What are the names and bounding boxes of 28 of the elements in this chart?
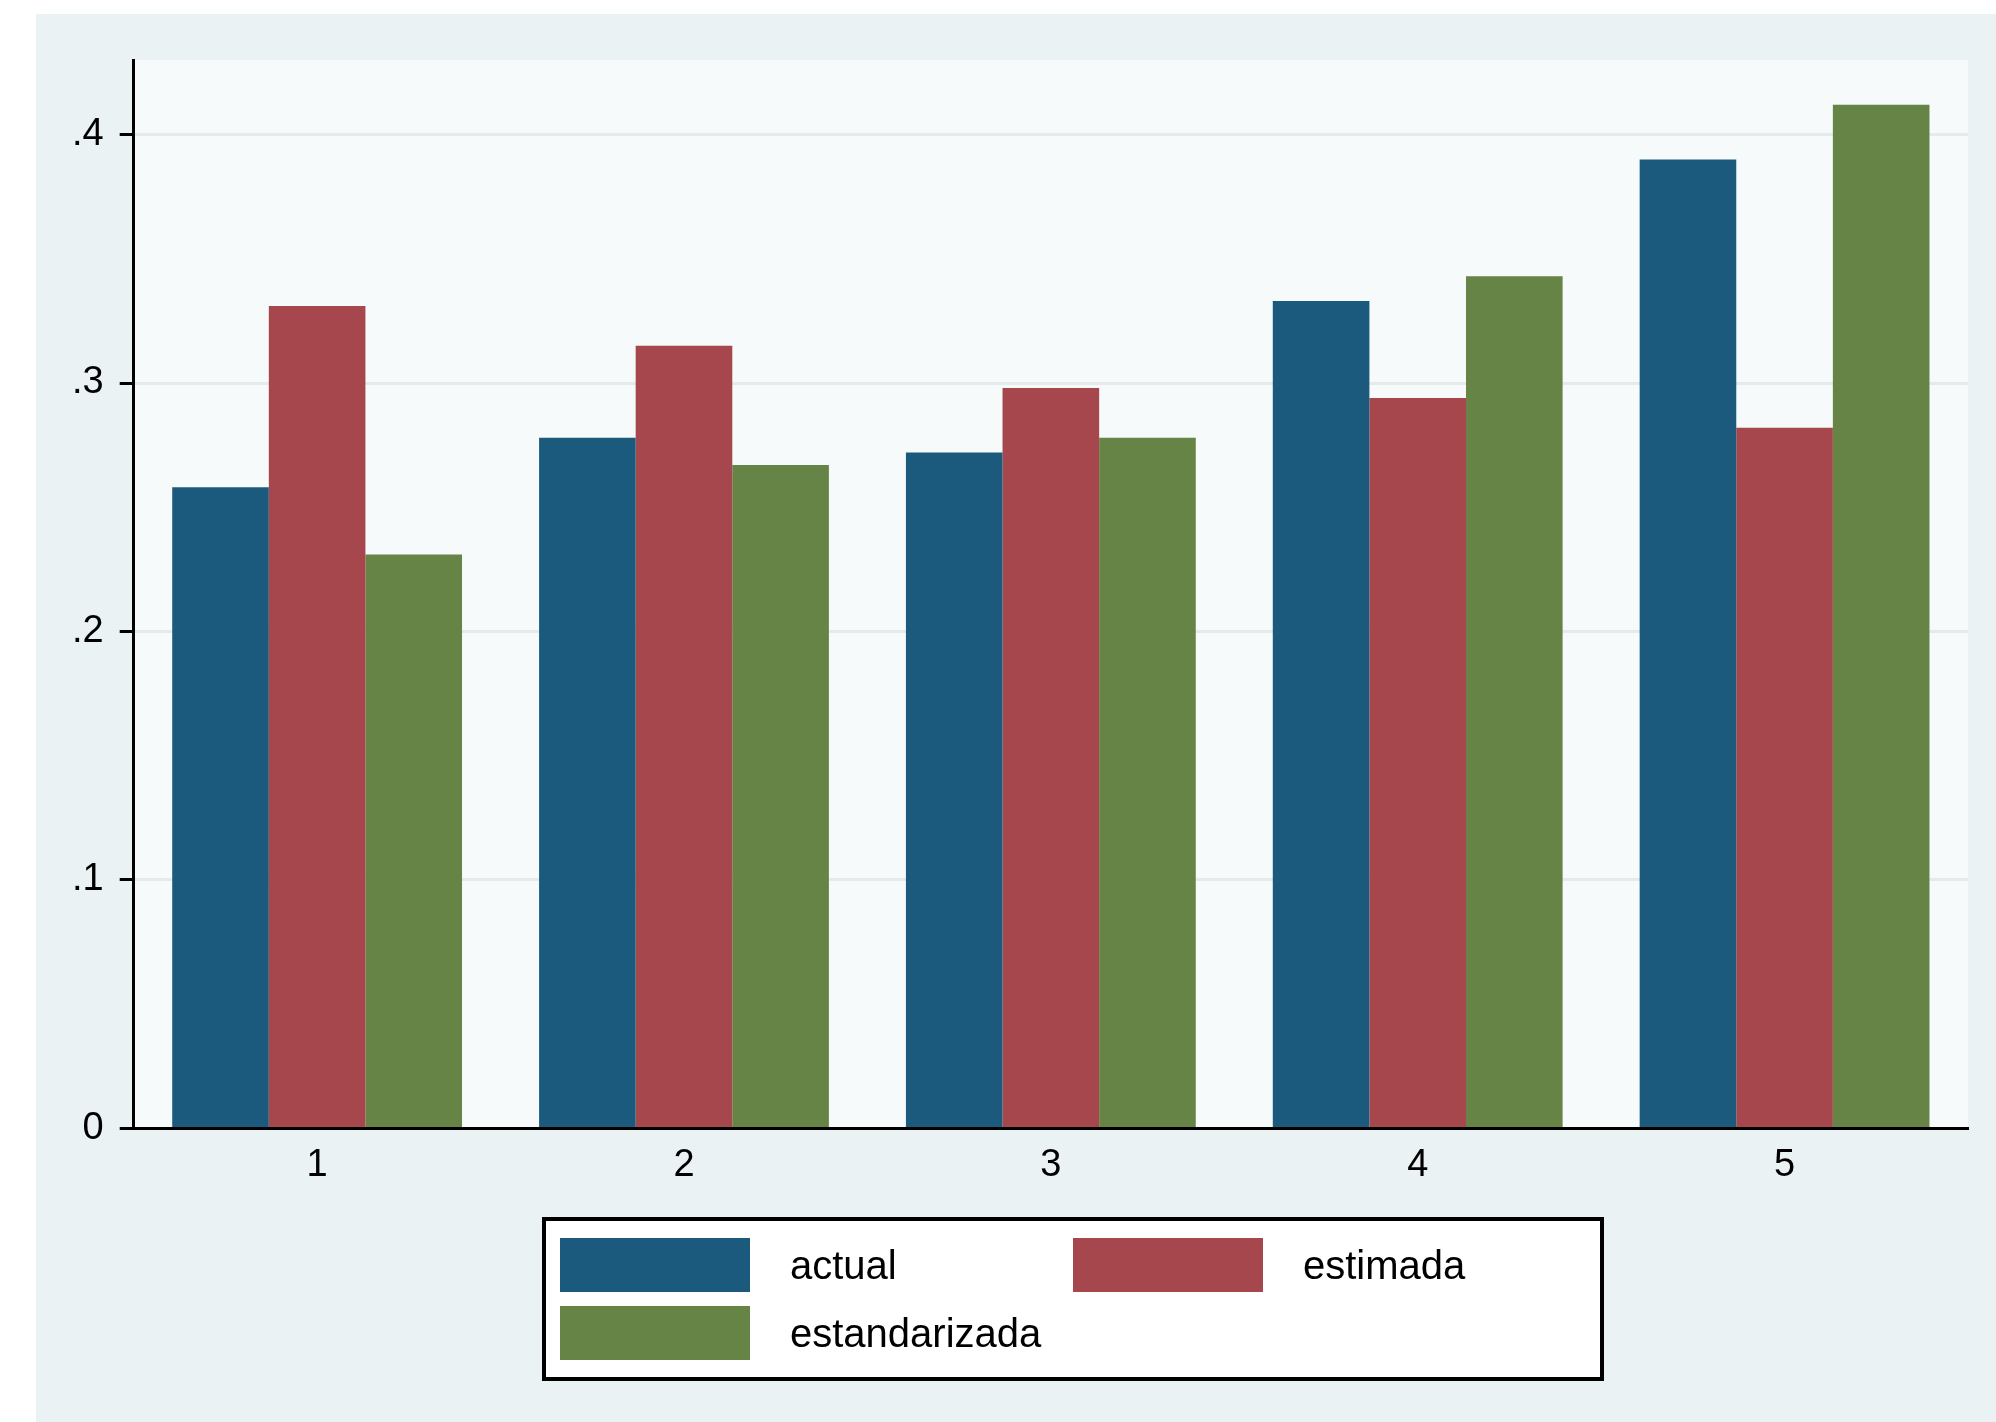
- y-tick-label: 0: [82, 1104, 104, 1147]
- x-tick-label: 5: [1774, 1141, 1796, 1184]
- bar: [365, 554, 463, 1127]
- bar: [1099, 437, 1196, 1127]
- y-tick-label: .4: [71, 111, 104, 154]
- bar: [1466, 276, 1563, 1127]
- bar: [1002, 387, 1100, 1127]
- y-tick-label: .1: [71, 856, 104, 899]
- bar: [905, 452, 1003, 1127]
- legend-label: estimada: [1303, 1242, 1466, 1288]
- legend-label: estandarizada: [790, 1310, 1042, 1356]
- bar: [1736, 427, 1833, 1127]
- bar: [1639, 159, 1737, 1127]
- bar: [635, 345, 733, 1127]
- bar: [1832, 104, 1930, 1127]
- bar: [268, 305, 366, 1127]
- bar: [1272, 301, 1370, 1127]
- x-tick-label: 3: [1040, 1141, 1062, 1184]
- legend-label: actual: [790, 1242, 897, 1288]
- x-tick-label: 1: [306, 1141, 328, 1184]
- y-tick-label: .2: [71, 607, 104, 650]
- bar: [732, 465, 829, 1127]
- bar: [539, 437, 636, 1127]
- y-tick-label: .3: [71, 359, 104, 402]
- bar: [172, 487, 269, 1127]
- x-tick-label: 2: [673, 1141, 695, 1184]
- x-tick-label: 4: [1407, 1141, 1429, 1184]
- bar: [1369, 397, 1467, 1127]
